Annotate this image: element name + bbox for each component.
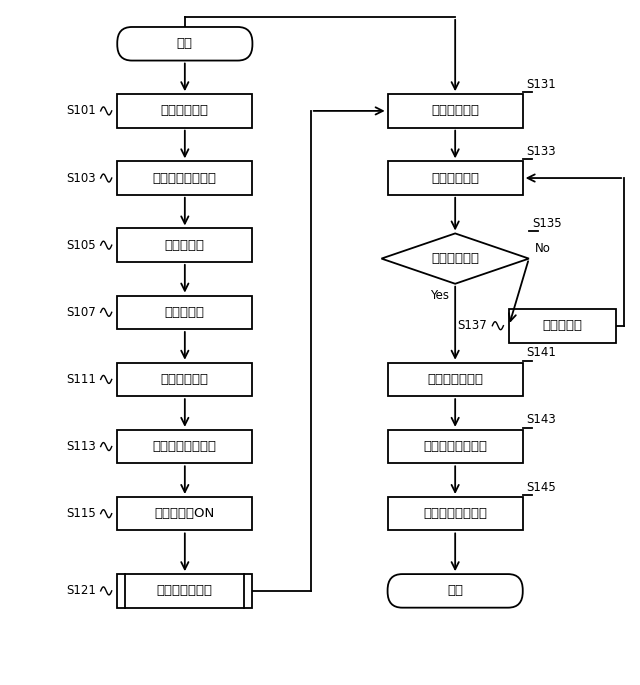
Text: S111: S111 <box>66 373 96 386</box>
FancyBboxPatch shape <box>509 309 616 342</box>
Text: 表示ランプON: 表示ランプON <box>155 507 215 520</box>
Text: S137: S137 <box>458 319 488 332</box>
FancyBboxPatch shape <box>388 429 523 463</box>
Text: コード入力？: コード入力？ <box>431 171 479 184</box>
Text: Yes: Yes <box>430 289 449 302</box>
FancyBboxPatch shape <box>117 161 252 195</box>
Text: No: No <box>535 242 551 255</box>
Text: S101: S101 <box>66 104 96 117</box>
Text: 終了: 終了 <box>447 584 463 597</box>
FancyBboxPatch shape <box>388 161 523 195</box>
Text: S115: S115 <box>66 507 96 520</box>
FancyBboxPatch shape <box>117 295 252 329</box>
Text: 操作キー挿入: 操作キー挿入 <box>161 104 209 117</box>
Text: 安全ゲート閉動作: 安全ゲート閉動作 <box>423 440 487 453</box>
Text: コード記憶: コード記憶 <box>165 306 205 319</box>
Text: S107: S107 <box>66 306 96 319</box>
Text: S121: S121 <box>66 584 96 597</box>
Text: S145: S145 <box>526 481 556 493</box>
Text: S141: S141 <box>526 347 556 359</box>
Text: 安全ゲート開動作: 安全ゲート開動作 <box>153 440 217 453</box>
Text: エラー表示: エラー表示 <box>543 319 582 332</box>
FancyBboxPatch shape <box>117 27 252 60</box>
Text: S143: S143 <box>526 414 556 426</box>
Text: 開始: 開始 <box>177 37 193 50</box>
FancyBboxPatch shape <box>117 429 252 463</box>
Text: S103: S103 <box>66 171 96 184</box>
Text: ゲート閉操作: ゲート閉操作 <box>431 104 479 117</box>
FancyBboxPatch shape <box>388 362 523 396</box>
Text: 駐車装置内作業: 駐車装置内作業 <box>157 584 213 597</box>
FancyBboxPatch shape <box>117 228 252 262</box>
FancyBboxPatch shape <box>388 574 523 608</box>
Text: コード入力: コード入力 <box>165 238 205 251</box>
Text: 操作キー取り外し: 操作キー取り外し <box>423 507 487 520</box>
Text: S133: S133 <box>526 145 556 158</box>
FancyBboxPatch shape <box>388 94 523 127</box>
FancyBboxPatch shape <box>117 574 252 608</box>
Text: S131: S131 <box>526 78 556 91</box>
Text: パレット移動: パレット移動 <box>161 373 209 386</box>
Text: コードリセット: コードリセット <box>427 373 483 386</box>
Text: S113: S113 <box>66 440 96 453</box>
Polygon shape <box>381 234 529 284</box>
Text: コード一致？: コード一致？ <box>431 252 479 265</box>
Text: パレット呼出操作: パレット呼出操作 <box>153 171 217 184</box>
FancyBboxPatch shape <box>117 362 252 396</box>
FancyBboxPatch shape <box>388 497 523 530</box>
Text: S105: S105 <box>66 238 96 251</box>
FancyBboxPatch shape <box>117 94 252 127</box>
FancyBboxPatch shape <box>117 497 252 530</box>
Text: S135: S135 <box>532 217 561 230</box>
